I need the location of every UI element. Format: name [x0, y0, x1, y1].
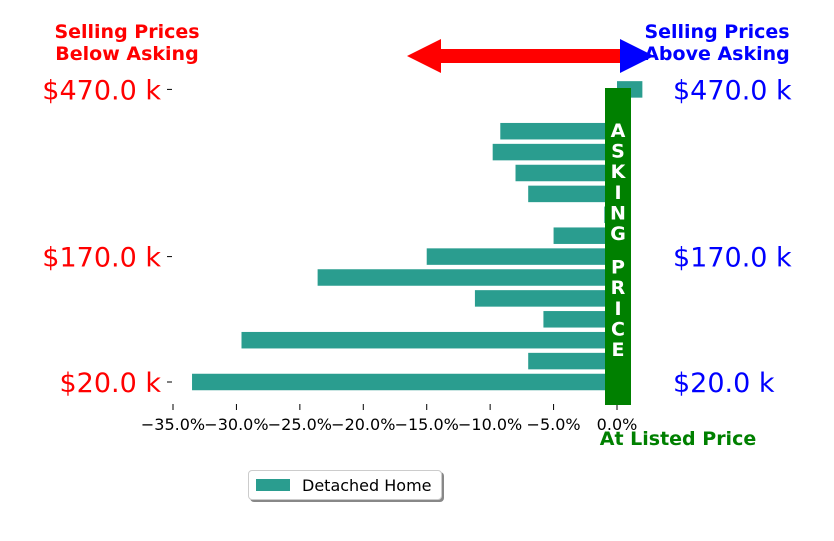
bars-group [192, 81, 643, 391]
legend-label: Detached Home [302, 475, 432, 495]
asking-price-letter: R [611, 277, 626, 299]
x-tick-label: −10.0% [458, 415, 522, 434]
bar [492, 143, 617, 161]
x-tick-label: −20.0% [331, 415, 395, 434]
asking-price-letter: K [611, 161, 627, 183]
x-axis: −35.0% −30.0% −25.0% −20.0% −15.0% −10.0% −5.0… [141, 404, 637, 434]
asking-price-letter: I [614, 298, 621, 320]
above-asking-label: Above Asking [644, 43, 790, 65]
bar [317, 269, 617, 286]
asking-price-letter: G [610, 223, 626, 245]
legend: Detached Home [248, 470, 442, 500]
below-asking-label: Below Asking [55, 43, 198, 65]
asking-price-letter: E [612, 339, 625, 361]
asking-price-letter: N [610, 202, 626, 224]
asking-price-letter: I [614, 182, 621, 204]
y-tick-label-left: $20.0 k [59, 368, 161, 399]
y-axis: $470.0 k $470.0 k $170.0 k $170.0 k $20.0 k $… [42, 75, 792, 399]
legend-swatch [256, 479, 290, 491]
x-tick-label: −30.0% [204, 415, 268, 434]
y-tick-label-left: $470.0 k [42, 75, 161, 106]
bar [528, 185, 617, 203]
asking-price-letter: C [611, 318, 625, 340]
arrow-right-head [620, 39, 654, 73]
x-tick-label: −25.0% [268, 415, 332, 434]
bar [528, 352, 617, 370]
asking-price-letter: S [611, 141, 625, 163]
y-tick-label-right: $470.0 k [673, 75, 792, 106]
bar [500, 122, 617, 140]
y-tick-label-right: $170.0 k [673, 243, 792, 274]
y-tick-label-left: $170.0 k [42, 243, 161, 274]
arrow-left-head [407, 39, 441, 73]
bar [515, 164, 617, 182]
above-asking-label: Selling Prices [644, 21, 789, 43]
bar [474, 290, 617, 307]
y-tick-label-right: $20.0 k [673, 368, 775, 399]
arrow-shaft [438, 49, 632, 63]
bar [192, 373, 617, 391]
x-tick-label: 0.0% [597, 415, 638, 434]
at-listed-price-label: At Listed Price [600, 428, 756, 450]
bar [426, 248, 617, 265]
bar [553, 227, 617, 244]
x-tick-label: −5.0% [527, 415, 581, 434]
asking-price-letter: A [611, 120, 626, 142]
asking-price-letter: P [611, 257, 625, 279]
bar [543, 311, 617, 328]
below-asking-label: Selling Prices [54, 21, 199, 43]
asking-price-band [605, 88, 631, 405]
bar [241, 331, 617, 349]
x-tick-label: −35.0% [141, 415, 205, 434]
x-tick-label: −15.0% [395, 415, 459, 434]
